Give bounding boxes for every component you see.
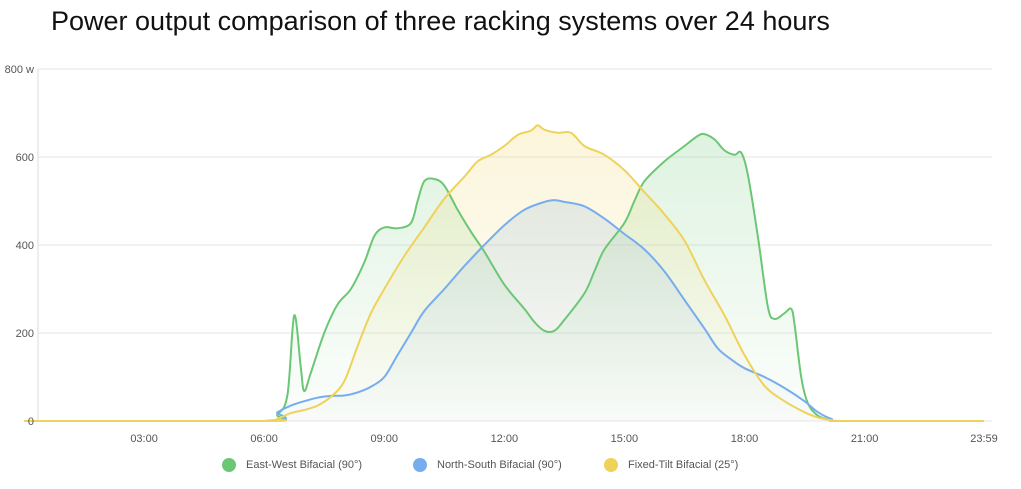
x-tick-label: 09:00 (370, 433, 398, 445)
legend-swatch-north-south (413, 458, 427, 472)
y-tick-label: 400 (16, 240, 34, 252)
legend-item-north-south[interactable]: North-South Bifacial (90°) (413, 458, 562, 472)
y-axis-ticks: 0 200 400 600 800 w (5, 64, 34, 428)
y-tick-label: 0 (28, 416, 34, 428)
x-tick-label: 21:00 (851, 433, 879, 445)
x-tick-label: 18:00 (731, 433, 759, 445)
chart-legend: East-West Bifacial (90°) North-South Bif… (0, 458, 1021, 482)
line-east-west[interactable] (23, 132, 984, 423)
chart-title: Power output comparison of three racking… (51, 6, 830, 36)
legend-item-east-west[interactable]: East-West Bifacial (90°) (222, 458, 362, 472)
legend-label-east-west: East-West Bifacial (90°) (246, 459, 363, 471)
x-axis-ticks: 03:00 06:00 09:00 12:00 15:00 18:00 21:00 23:59 (130, 433, 997, 445)
line-north-south[interactable] (23, 199, 984, 423)
area-fixed-tilt (24, 125, 984, 421)
y-tick-label: 800 w (5, 64, 34, 76)
legend-swatch-east-west (222, 458, 236, 472)
x-tick-label: 15:00 (611, 433, 639, 445)
x-tick-label: 23:59 (970, 433, 998, 445)
y-tick-label: 200 (16, 328, 34, 340)
x-tick-label: 12:00 (491, 433, 519, 445)
legend-swatch-fixed-tilt (604, 458, 618, 472)
x-tick-label: 06:00 (250, 433, 278, 445)
line-fixed-tilt[interactable] (23, 124, 984, 423)
legend-item-fixed-tilt[interactable]: Fixed-Tilt Bifacial (25°) (604, 458, 738, 472)
series-lines (23, 124, 984, 423)
x-tick-label: 03:00 (130, 433, 158, 445)
legend-label-fixed-tilt: Fixed-Tilt Bifacial (25°) (628, 459, 739, 471)
y-tick-label: 600 (16, 152, 34, 164)
legend-label-north-south: North-South Bifacial (90°) (437, 459, 562, 471)
area-east-west (24, 133, 984, 421)
series-areas (24, 125, 984, 421)
